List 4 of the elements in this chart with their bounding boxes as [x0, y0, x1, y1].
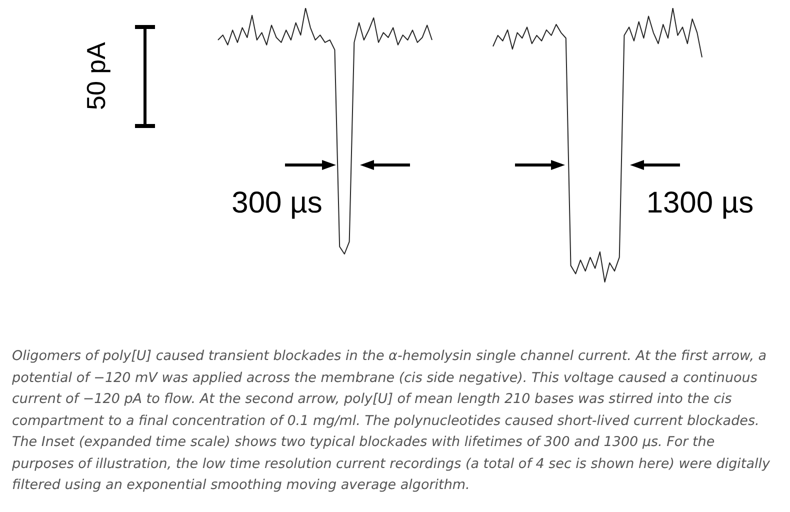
- text: Oligomers of poly[U] caused transient blockades in the α-hemolysin single channel current. At the first arrow, a potential of −120 mV was applied across the membrane (cis side negative). This voltage caused a continuous current of −120 pA to flow. At the second arrow, poly[U] of mean length 210 bases was stirred into the cis compartment to a final concentration of 0.1 mg/ml. The polynucleotides caused short-lived current blockades. The Inset (expanded time scale) shows two typical blockades with lifetimes of 300 and 1300 µs. For the purposes of illustration, the low time resolution current recordings (a total of 4 sec is shown here) were digitally filtered using an exponential smoothing moving average algorithm.: [12, 347, 771, 495]
- text: 50 pA: [81, 41, 111, 110]
- annotation: 300 µs: [232, 186, 322, 220]
- annotation: 1300 µs: [646, 186, 754, 220]
